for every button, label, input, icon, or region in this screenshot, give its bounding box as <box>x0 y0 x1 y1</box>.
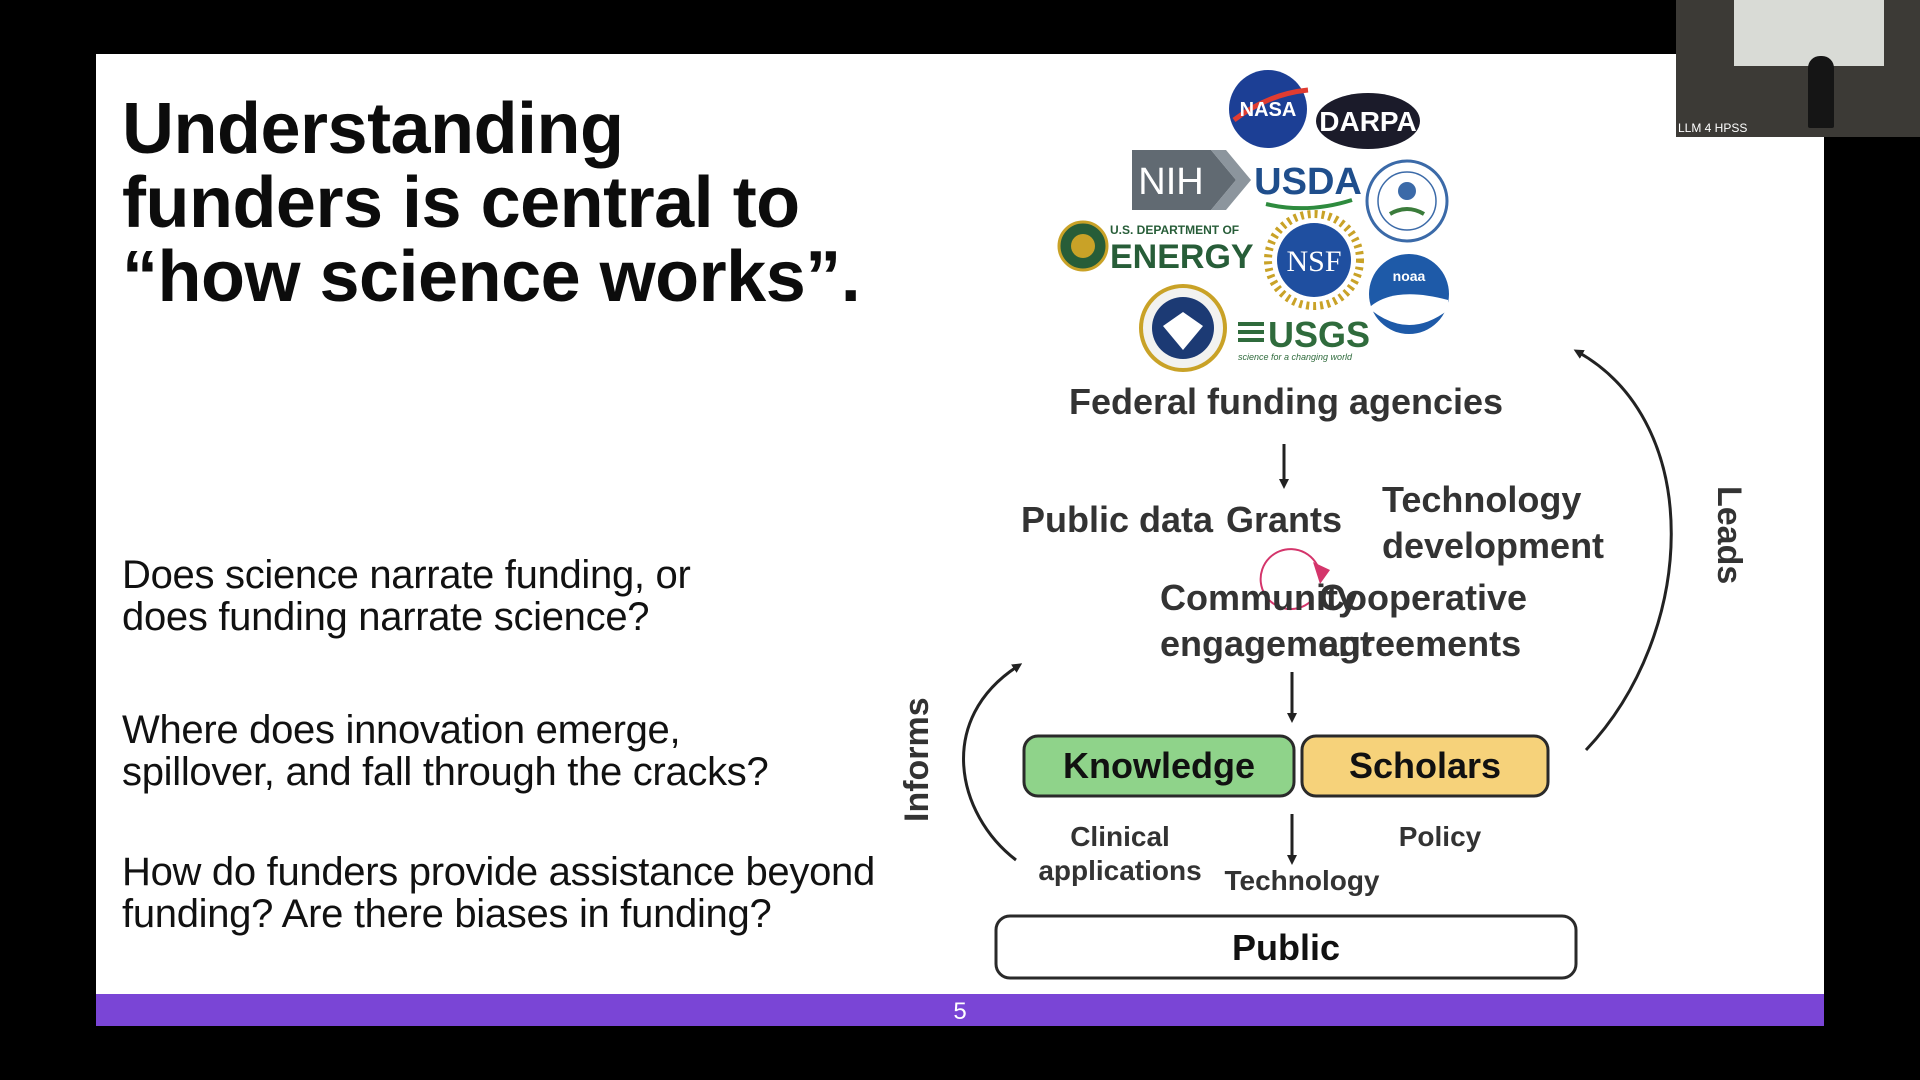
tech-dev-label-line1: Technology <box>1382 479 1581 520</box>
noaa-text: noaa <box>1393 268 1426 284</box>
community-label-line2: engagement <box>1160 623 1372 664</box>
question-2: Where does innovation emerge, spillover,… <box>122 709 1002 793</box>
clinical-label-line2: applications <box>1038 855 1201 886</box>
leads-label: Leads <box>1710 486 1748 584</box>
dod-seal <box>1139 284 1227 372</box>
usgs-tagline: science for a changing world <box>1238 352 1353 362</box>
webcam-presenter <box>1808 56 1834 128</box>
public-box <box>994 914 1578 980</box>
agencies-label: Federal funding agencies <box>1069 381 1503 422</box>
nih-logo: NIH <box>1132 150 1251 210</box>
question-line: Where does innovation emerge, <box>122 708 681 752</box>
usda-text: USDA <box>1254 161 1362 203</box>
policy-label: Policy <box>1399 821 1482 852</box>
darpa-text: DARPA <box>1319 106 1416 137</box>
clinical-label-line1: Clinical <box>1070 821 1170 852</box>
question-line: funding? Are there biases in funding? <box>122 892 772 936</box>
webcam-projector-screen <box>1734 0 1884 66</box>
usda-logo: USDA <box>1254 161 1362 211</box>
leads-arrow <box>1573 349 1673 752</box>
scholars-box <box>1300 734 1550 798</box>
coop-label-line1: Cooperative <box>1319 577 1527 618</box>
slide: Understanding funders is central to “how… <box>96 54 1824 1026</box>
public-label: Public <box>1232 927 1340 968</box>
nasa-logo: NASA <box>1229 70 1309 148</box>
slide-title-line: Understanding <box>122 89 624 169</box>
question-3: How do funders provide assistance beyond… <box>122 851 1002 935</box>
knowledge-box <box>1022 734 1296 798</box>
question-line: spillover, and fall through the cracks? <box>122 750 769 794</box>
grants-label: Grants <box>1226 499 1342 540</box>
slide-title-line: funders is central to <box>122 163 800 243</box>
webcam-thumbnail[interactable]: LLM 4 HPSS <box>1676 0 1920 137</box>
question-line: Does science narrate funding, or <box>122 553 691 597</box>
slide-title: Understanding funders is central to “how… <box>122 92 982 314</box>
question-line: How do funders provide assistance beyond <box>122 850 875 894</box>
epa-seal <box>1365 159 1449 243</box>
question-1: Does science narrate funding, or does fu… <box>122 554 1002 638</box>
darpa-logo: DARPA <box>1316 93 1420 149</box>
nih-text: NIH <box>1138 161 1203 203</box>
nasa-text: NASA <box>1240 99 1297 121</box>
webcam-caption: LLM 4 HPSS <box>1678 121 1748 135</box>
technology-label: Technology <box>1224 865 1379 896</box>
cycle-arrow <box>1259 548 1321 611</box>
public-data-label: Public data <box>1021 499 1214 540</box>
usgs-text: USGS <box>1268 314 1370 355</box>
community-label-line1: Community <box>1160 577 1358 618</box>
funding-diagram: NASA DARPA NIH USDA U.S. DEPARTMENT OF E… <box>898 70 1748 980</box>
nsf-logo: NSF <box>1264 210 1364 310</box>
slide-title-line: “how science works”. <box>122 237 861 317</box>
page-number: 5 <box>953 998 967 1025</box>
noaa-logo: noaa <box>1369 254 1449 334</box>
tech-dev-label-line2: development <box>1382 525 1604 566</box>
doe-small-text: U.S. DEPARTMENT OF <box>1110 223 1239 237</box>
cycle-arrow-head <box>1313 562 1330 584</box>
informs-label: Informs <box>898 697 936 822</box>
question-line: does funding narrate science? <box>122 595 650 639</box>
nsf-text: NSF <box>1286 245 1341 278</box>
informs-arrow <box>962 663 1023 862</box>
doe-big-text: ENERGY <box>1110 238 1254 276</box>
scholars-label: Scholars <box>1349 745 1501 786</box>
slide-footer-bar: 5 <box>96 994 1824 1026</box>
knowledge-label: Knowledge <box>1063 745 1255 786</box>
usgs-logo: USGS science for a changing world <box>1238 314 1370 362</box>
doe-logo: U.S. DEPARTMENT OF ENERGY <box>1057 220 1254 276</box>
coop-label-line2: agreements <box>1319 623 1521 664</box>
